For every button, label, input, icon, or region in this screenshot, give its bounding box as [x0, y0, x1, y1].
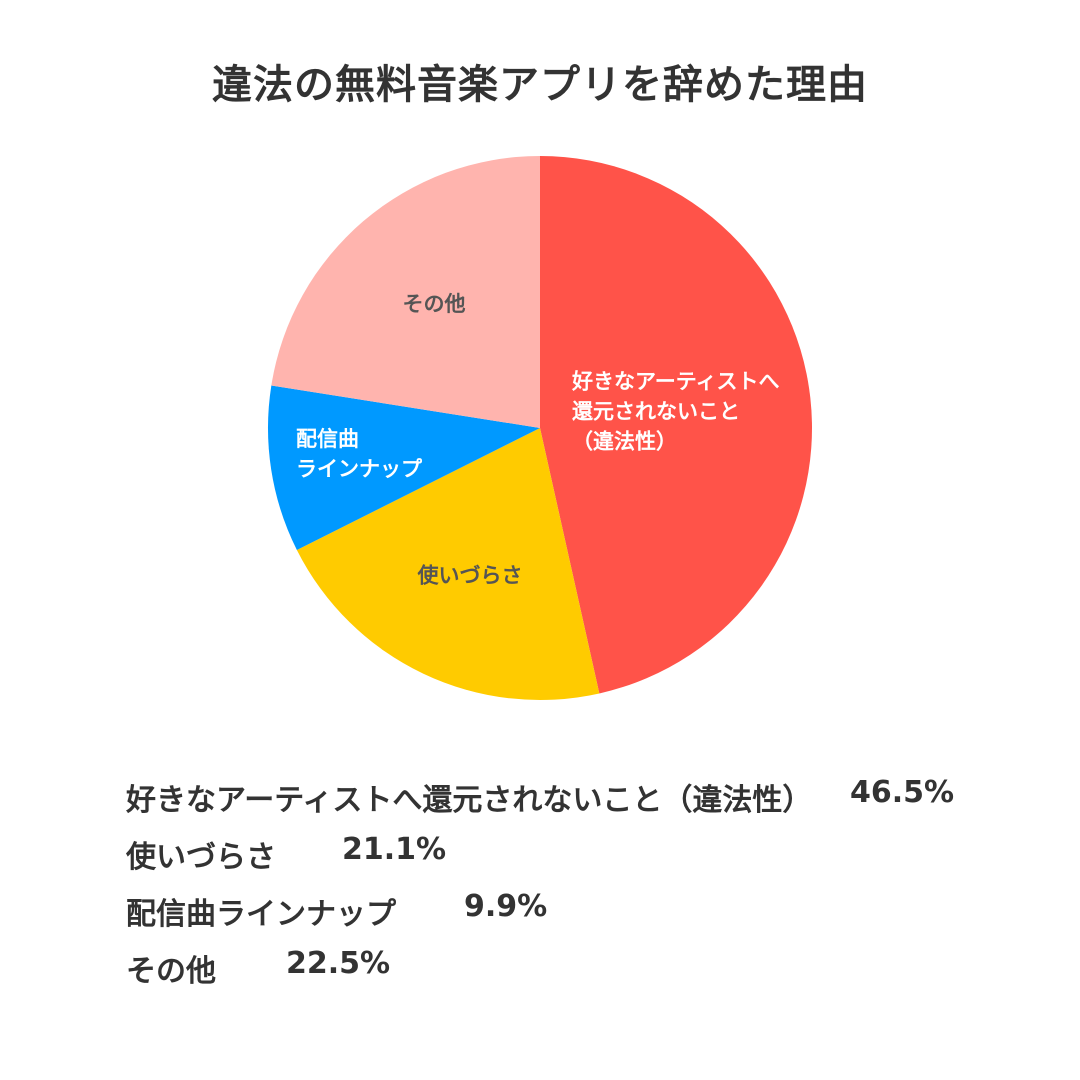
slice-usability: [296, 428, 600, 700]
slice-illegality: [540, 156, 812, 694]
legend-value: 22.5%: [286, 946, 391, 981]
legend-value: 21.1%: [342, 832, 447, 867]
chart-title: 違法の無料音楽アプリを辞めた理由: [212, 62, 868, 108]
slice-other: [271, 156, 540, 428]
slice-label: 使いづらさ: [417, 563, 523, 587]
legend-label: 好きなアーティストへ還元されないこと（違法性）: [126, 783, 813, 818]
legend-value: 9.9%: [464, 889, 548, 924]
legend-label: 使いづらさ: [126, 840, 276, 875]
legend-label: 配信曲ラインナップ: [126, 897, 396, 932]
pie-chart: 好きなアーティストへ還元されないこと（違法性） 使いづらさ 配信曲ラインナップ その他: [268, 156, 812, 700]
slice-label: 好きなアーティストへ還元されないこと（違法性）: [571, 370, 779, 454]
slice-label: 配信曲ラインナップ: [296, 427, 423, 481]
legend-label: その他: [126, 954, 216, 989]
slice-lineup: [268, 385, 540, 550]
slice-label: その他: [403, 292, 466, 316]
legend-value: 46.5%: [850, 775, 955, 810]
